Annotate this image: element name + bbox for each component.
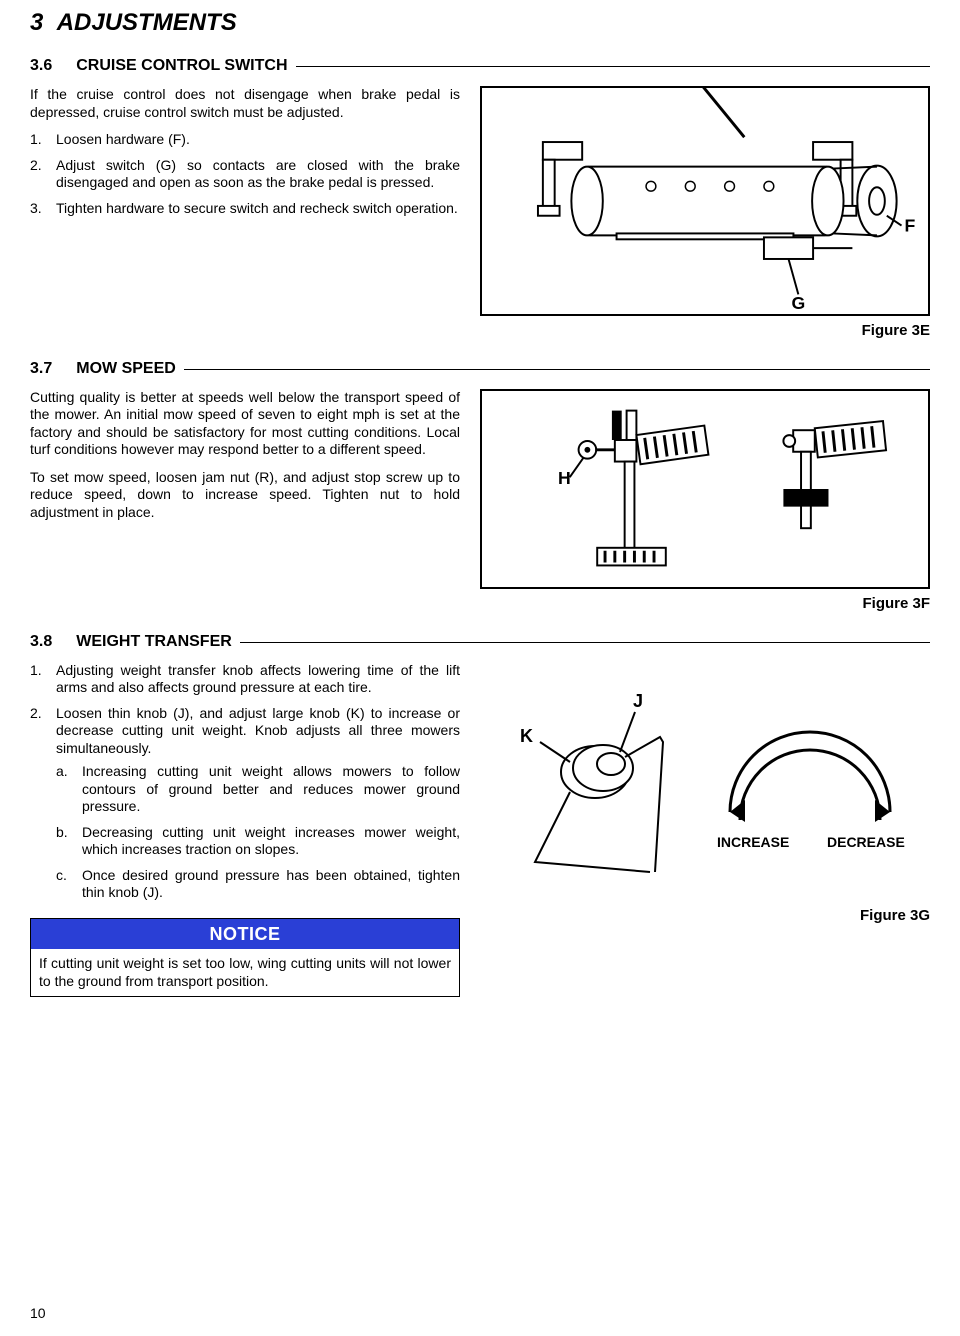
label-f: F xyxy=(904,215,915,235)
section-3-8-figure-col: J K INCREASE DECREASE Figure 3G xyxy=(460,662,930,926)
section-3-6-figure-col: F G xyxy=(460,86,930,316)
notice-body: If cutting unit weight is set too low, w… xyxy=(31,949,459,996)
section-title: MOW SPEED xyxy=(76,359,176,379)
section-3-7-figure-col: H xyxy=(460,389,930,589)
section-3-7-text: Cutting quality is better at speeds well… xyxy=(30,389,460,532)
section-3-6-body: If the cruise control does not disengage… xyxy=(30,86,930,316)
label-k: K xyxy=(520,726,533,746)
section-rule xyxy=(296,66,930,67)
label-h: H xyxy=(558,468,571,488)
figure-3e-svg: F G xyxy=(482,88,928,314)
sub-step: c.Once desired ground pressure has been … xyxy=(56,867,460,902)
section-3-6-text: If the cruise control does not disengage… xyxy=(30,86,460,225)
notice-box: NOTICE If cutting unit weight is set too… xyxy=(30,918,460,998)
figure-3g-caption: Figure 3G xyxy=(480,907,930,926)
chapter-num: 3 xyxy=(30,9,43,36)
figure-3e: F G xyxy=(480,86,930,316)
para: To set mow speed, loosen jam nut (R), an… xyxy=(30,469,460,522)
para: Cutting quality is better at speeds well… xyxy=(30,389,460,459)
section-rule xyxy=(240,642,930,643)
sub-list: a.Increasing cutting unit weight allows … xyxy=(56,763,460,902)
page: 3 ADJUSTMENTS 3.6 CRUISE CONTROL SWITCH … xyxy=(0,0,960,1336)
steps-list: 1.Adjusting weight transfer knob affects… xyxy=(30,662,460,910)
section-3-6-head: 3.6 CRUISE CONTROL SWITCH xyxy=(30,56,930,76)
step: 1.Loosen hardware (F). xyxy=(30,131,460,149)
section-rule xyxy=(184,369,930,370)
notice-head: NOTICE xyxy=(31,919,459,950)
label-increase: INCREASE xyxy=(717,834,789,850)
section-title: WEIGHT TRANSFER xyxy=(76,632,232,652)
section-3-8-head: 3.8 WEIGHT TRANSFER xyxy=(30,632,930,652)
figure-3g: J K INCREASE DECREASE xyxy=(480,662,930,877)
section-title: CRUISE CONTROL SWITCH xyxy=(76,56,287,76)
step: 2. Loosen thin knob (J), and adjust larg… xyxy=(30,705,460,910)
intro-para: If the cruise control does not disengage… xyxy=(30,86,460,121)
sub-step: b.Decreasing cutting unit weight increas… xyxy=(56,824,460,859)
figure-3f-svg: H xyxy=(482,391,928,587)
section-3-7-head: 3.7 MOW SPEED xyxy=(30,359,930,379)
sub-step: a.Increasing cutting unit weight allows … xyxy=(56,763,460,816)
label-j: J xyxy=(633,691,643,711)
label-g: G xyxy=(791,293,805,313)
step: 1.Adjusting weight transfer knob affects… xyxy=(30,662,460,697)
chapter-text: ADJUSTMENTS xyxy=(57,9,237,36)
section-3-8-text: 1.Adjusting weight transfer knob affects… xyxy=(30,662,460,998)
page-number: 10 xyxy=(30,1305,46,1323)
section-3-7-body: Cutting quality is better at speeds well… xyxy=(30,389,930,589)
step: 2.Adjust switch (G) so contacts are clos… xyxy=(30,157,460,192)
figure-3e-caption: Figure 3E xyxy=(30,322,930,341)
figure-3f: H xyxy=(480,389,930,589)
chapter-title: 3 ADJUSTMENTS xyxy=(30,8,930,38)
section-3-8-body: 1.Adjusting weight transfer knob affects… xyxy=(30,662,930,998)
steps-list: 1.Loosen hardware (F). 2.Adjust switch (… xyxy=(30,131,460,217)
step: 3.Tighten hardware to secure switch and … xyxy=(30,200,460,218)
figure-3g-svg: J K INCREASE DECREASE xyxy=(480,662,930,877)
label-decrease: DECREASE xyxy=(827,834,905,850)
figure-3f-caption: Figure 3F xyxy=(30,595,930,614)
section-num: 3.6 xyxy=(30,56,52,76)
section-num: 3.7 xyxy=(30,359,52,379)
section-num: 3.8 xyxy=(30,632,52,652)
